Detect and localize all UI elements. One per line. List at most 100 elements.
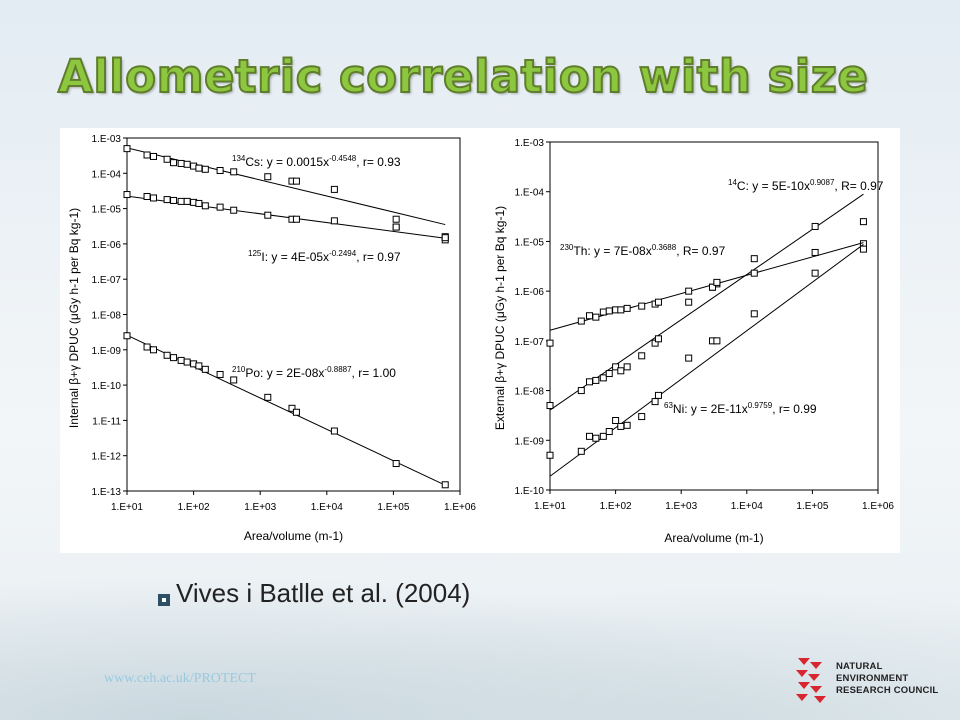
- data-point: [264, 393, 272, 401]
- slide-title: Allometric correlation with size: [57, 49, 869, 104]
- y-axis-label: External β+γ DPUC (μGy h-1 per Bq kg-1): [493, 206, 507, 430]
- data-point: [612, 363, 620, 371]
- x-tick-label: 1.E+06: [862, 501, 894, 512]
- data-point: [123, 191, 131, 199]
- data-point: [170, 354, 178, 362]
- equation-label-ni-63: 63Ni: y = 2E-11x0.9759, r= 0.99: [664, 401, 817, 416]
- x-tick-label: 1.E+02: [600, 501, 632, 512]
- data-point: [143, 193, 151, 201]
- data-point: [264, 173, 272, 181]
- external-dpuc-plot: 1.E-10 1.E-09 1.E-08 1.E-07 1.E-06 1.E-05 1.E-…: [493, 138, 894, 545]
- data-point: [264, 211, 272, 219]
- data-point: [605, 307, 613, 315]
- data-point: [230, 376, 238, 384]
- logo-line-environment: ENVIRONMENT: [836, 673, 909, 684]
- data-point: [392, 460, 400, 468]
- y-tick-label: 1.E-06: [515, 287, 545, 298]
- data-point: [623, 304, 631, 312]
- equation-label-po-210: 210Po: y = 2E-08x-0.8887, r= 1.00: [232, 365, 396, 380]
- data-point: [654, 335, 662, 343]
- data-point: [750, 269, 758, 277]
- data-point: [577, 317, 585, 325]
- website-url[interactable]: www.ceh.ac.uk/PROTECT: [104, 671, 256, 686]
- data-point: [585, 312, 593, 320]
- data-point: [195, 199, 203, 207]
- data-point: [177, 159, 185, 167]
- data-point: [585, 378, 593, 386]
- x-tick-label: 1.E+01: [534, 501, 566, 512]
- y-tick-label: 1.E-04: [515, 188, 545, 199]
- data-point: [592, 313, 600, 321]
- y-tick-label: 1.E-04: [92, 169, 122, 180]
- data-point: [859, 245, 867, 253]
- data-point: [750, 255, 758, 263]
- data-point: [685, 354, 693, 362]
- trendline-th-230: [549, 242, 864, 331]
- plot-frame: [549, 141, 879, 491]
- data-point: [170, 159, 178, 167]
- data-point: [216, 167, 224, 175]
- data-point: [201, 165, 209, 173]
- data-point: [441, 234, 449, 242]
- data-point: [195, 164, 203, 172]
- y-axis-label: Internal β+γ DPUC (μGy h-1 per Bq kg-1): [67, 208, 81, 428]
- data-point: [617, 422, 625, 430]
- x-tick-label: 1.E+04: [731, 501, 763, 512]
- data-point: [713, 337, 721, 345]
- internal-dpuc-plot: 1.E-13 1.E-12 1.E-11 1.E-10 1.E-09 1.E-08 1.E-…: [67, 134, 476, 543]
- data-point: [183, 160, 191, 168]
- y-tick-label: 1.E-07: [515, 337, 545, 348]
- data-point: [750, 310, 758, 318]
- data-point: [195, 362, 203, 370]
- equation-label-th-230: 230Th: y = 7E-08x0.3688, R= 0.97: [560, 243, 726, 258]
- logo-line-research-council: RESEARCH COUNCIL: [836, 685, 939, 696]
- data-point: [150, 194, 158, 202]
- x-tick-label: 1.E+05: [796, 501, 828, 512]
- y-tick-label: 1.E-08: [515, 387, 545, 398]
- data-point: [177, 197, 185, 205]
- y-tick-label: 1.E-12: [92, 452, 122, 463]
- x-tick-label: 1.E+02: [178, 502, 210, 513]
- y-tick-label: 1.E-10: [515, 486, 545, 497]
- data-point: [330, 185, 338, 193]
- data-point: [599, 374, 607, 382]
- x-tick-label: 1.E+06: [444, 502, 476, 513]
- x-tick-label: 1.E+05: [377, 502, 409, 513]
- data-point: [546, 402, 554, 410]
- y-tick-label: 1.E-13: [92, 487, 122, 498]
- y-tick-label: 1.E-05: [92, 205, 122, 216]
- data-point: [123, 332, 131, 340]
- equation-label-cs-134: 134Cs: y = 0.0015x-0.4548, r= 0.93: [232, 154, 401, 169]
- data-point: [654, 391, 662, 399]
- equation-label-i-125: 125I: y = 4E-05x-0.2494, r= 0.97: [248, 249, 401, 264]
- y-tick-label: 1.E-11: [92, 416, 121, 427]
- data-point: [183, 197, 191, 205]
- data-point: [811, 248, 819, 256]
- data-point: [713, 278, 721, 286]
- data-point: [599, 308, 607, 316]
- data-point: [201, 202, 209, 210]
- data-point: [617, 367, 625, 375]
- data-point: [163, 155, 171, 163]
- data-point: [605, 428, 613, 436]
- data-point: [592, 434, 600, 442]
- data-point: [150, 346, 158, 354]
- data-point: [638, 413, 646, 421]
- data-point: [330, 427, 338, 435]
- data-point: [651, 398, 659, 406]
- x-tick-label: 1.E+03: [244, 502, 276, 513]
- data-point: [605, 370, 613, 378]
- data-point: [123, 145, 131, 153]
- data-point: [216, 370, 224, 378]
- data-point: [685, 298, 693, 306]
- y-tick-label: 1.E-06: [92, 240, 122, 251]
- plot-frame: [126, 137, 461, 492]
- data-point: [811, 222, 819, 230]
- y-tick-label: 1.E-03: [92, 134, 122, 145]
- data-point: [592, 376, 600, 384]
- logo-line-natural: NATURAL: [836, 661, 883, 672]
- bullet-icon: [158, 594, 170, 606]
- data-point: [216, 203, 224, 211]
- nerc-logo-text: NATURAL ENVIRONMENT RESEARCH COUNCIL: [836, 661, 938, 697]
- data-point: [288, 404, 296, 412]
